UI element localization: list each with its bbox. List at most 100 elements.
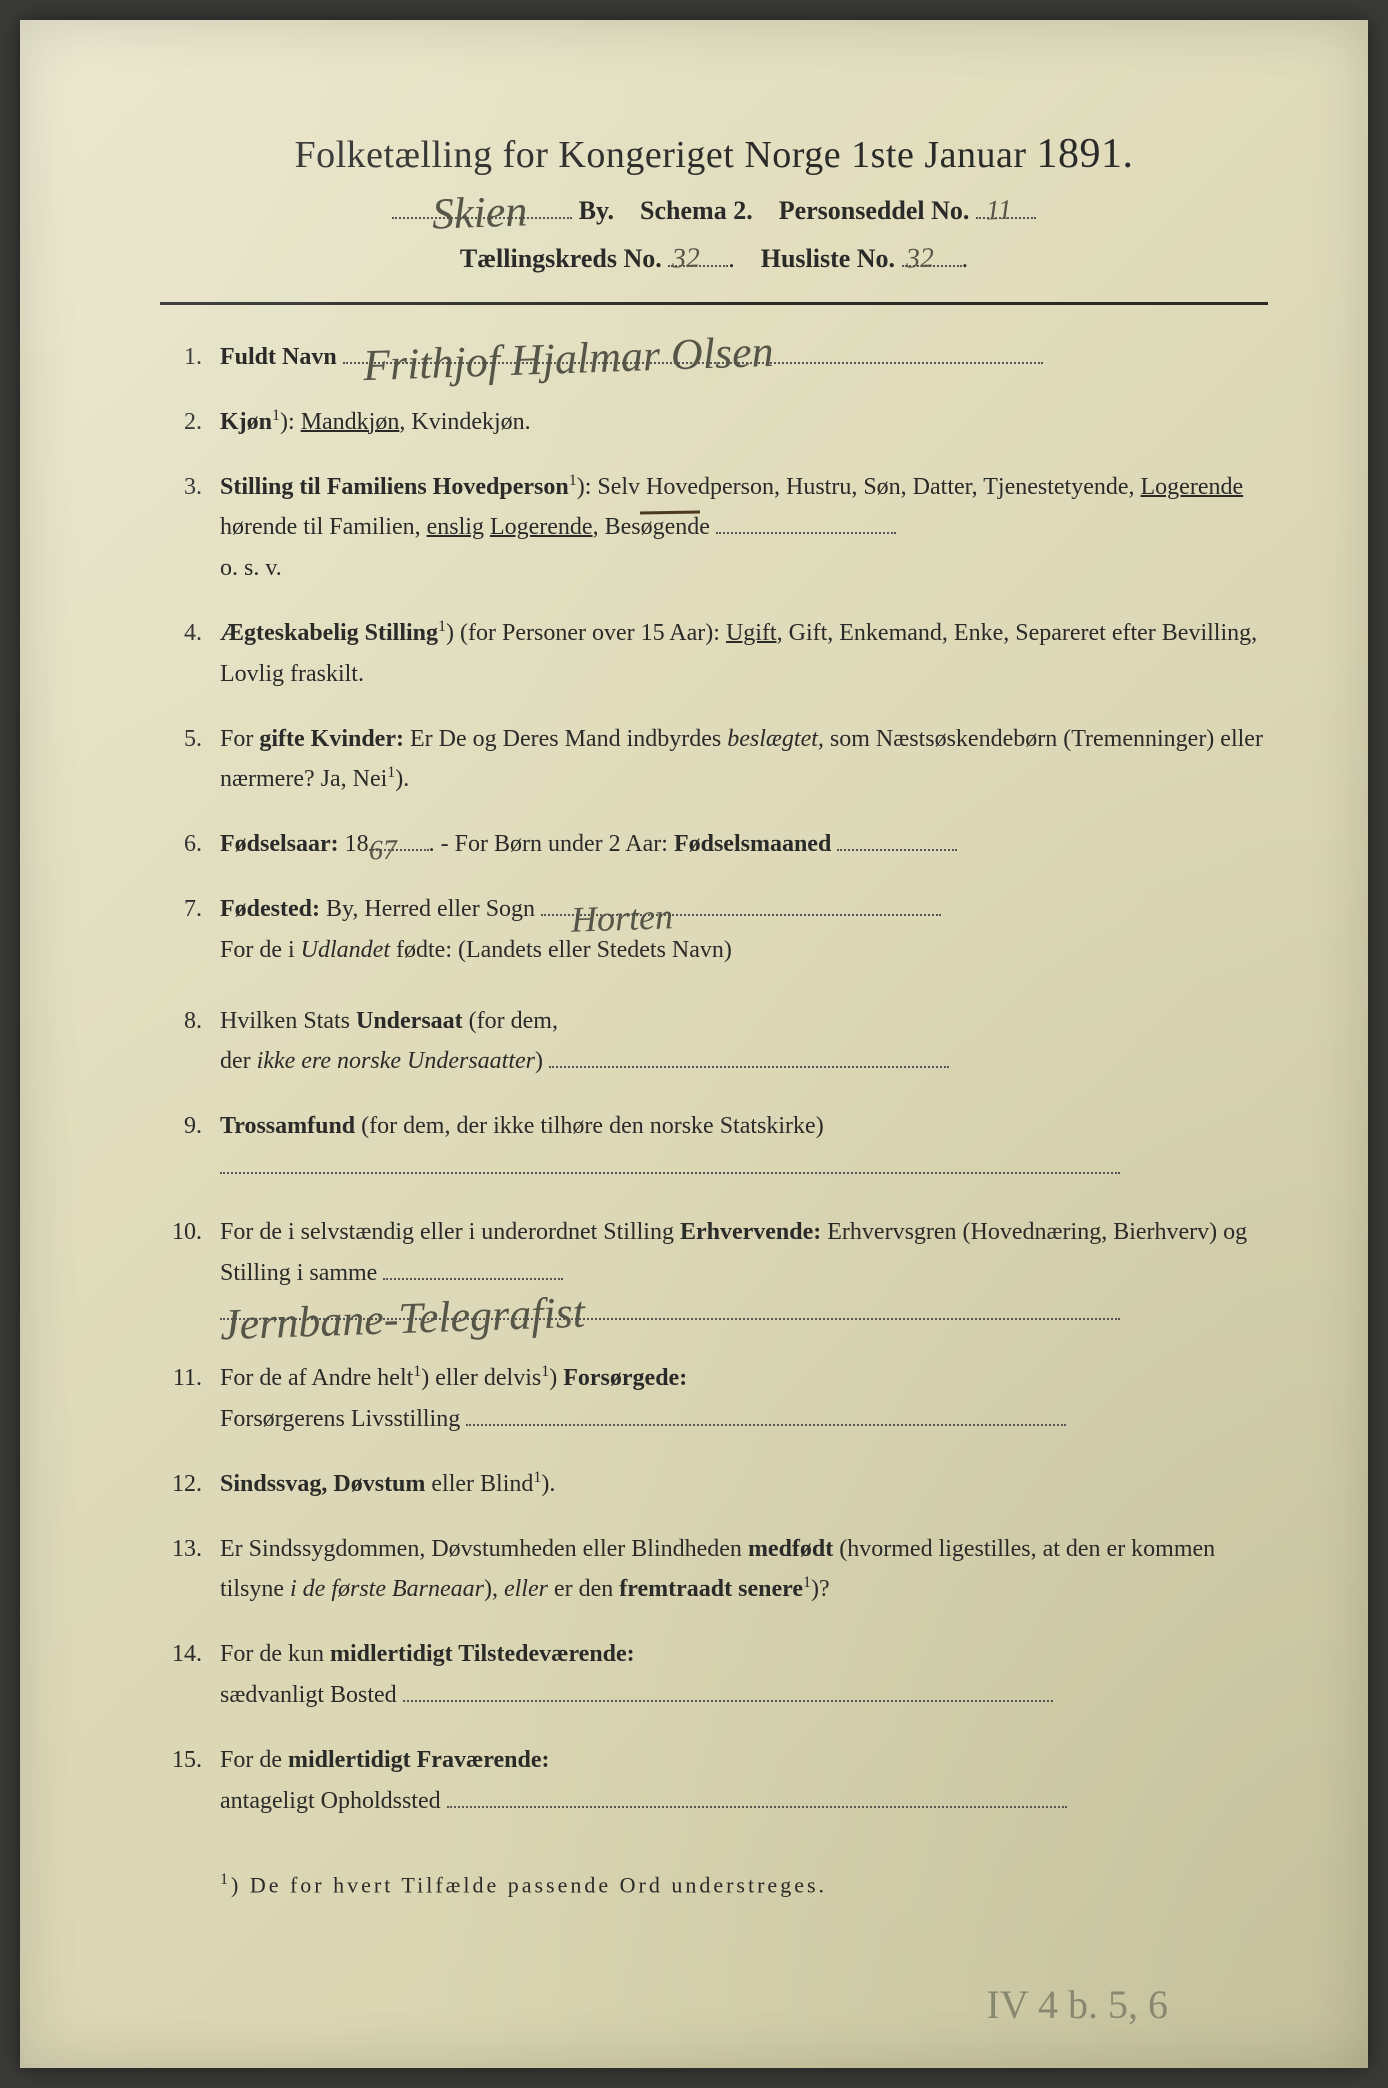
item-12: 12. Sindssvag, Døvstum eller Blind1). (160, 1464, 1268, 1505)
navn-field: Frithjof Hjalmar Olsen (343, 362, 1043, 364)
text: ): Mandkjøn, Kvindekjøn. (280, 409, 531, 435)
census-form-page: Folketælling for Kongeriget Norge 1ste J… (20, 20, 1368, 2068)
fodested-field: Horten (541, 914, 941, 916)
label-fodsel: Fødselsaar: (220, 831, 339, 857)
line2a: For de i (220, 937, 301, 963)
item-num: 9. (160, 1106, 220, 1188)
text: Er De og Deres Mand indbyrdes (404, 726, 727, 752)
item-9: 9. Trossamfund (for dem, der ikke tilhør… (160, 1106, 1268, 1188)
label-kjon: Kjøn (220, 409, 272, 435)
ital2: eller (504, 1576, 548, 1602)
text1: For de i selvstændig eller i underordnet… (220, 1219, 680, 1245)
item-num: 15. (160, 1740, 220, 1822)
label-forsorg: Forsørgede: (563, 1365, 687, 1391)
label-gifte: gifte Kvinder: (259, 726, 404, 752)
label-tros: Trossamfund (220, 1113, 355, 1139)
line2-ital: ikke ere norske Undersaatter (257, 1048, 535, 1074)
label-fmaaned: Fødselsmaaned (674, 831, 831, 857)
personseddel-hw: 11 (985, 195, 1012, 228)
label-stilling: Stilling til Familiens Hovedperson (220, 474, 569, 500)
taellingskreds-field: 32 (668, 265, 728, 267)
besog-field (716, 532, 896, 534)
erhverv-field2: Jernbane-Telegrafist (220, 1318, 1120, 1320)
end: ). (395, 766, 409, 792)
pre18: 18 (345, 831, 369, 857)
end: )? (811, 1576, 830, 1602)
label-fremtr: fremtraadt senere (619, 1576, 803, 1602)
item-num: 4. (160, 613, 220, 695)
city-row: Skien By. Schema 2. Personseddel No. 11 (160, 196, 1268, 226)
form-items: 1. Fuldt Navn Frithjof Hjalmar Olsen 2. … (160, 337, 1268, 1821)
osv: o. s. v. (220, 555, 282, 581)
bosted-field (403, 1700, 1053, 1702)
schema-label: Schema 2. (640, 196, 753, 225)
label-sinds: Sindssvag, Døvstum (220, 1471, 425, 1497)
by-label: By. (579, 196, 614, 225)
sup: 1 (569, 472, 577, 489)
navn-hw: Frithjof Hjalmar Olsen (362, 315, 775, 404)
tros-field (220, 1172, 1120, 1174)
item-num: 2. (160, 402, 220, 443)
city-field: Skien (392, 217, 572, 219)
item-15: 15. For de midlertidigt Fraværende: anta… (160, 1740, 1268, 1822)
line2b: fødte: (Landets eller Stedets Navn) (390, 937, 732, 963)
taellingskreds-hw: 32 (672, 243, 701, 276)
sup: 1 (272, 407, 280, 424)
text1: For de af Andre helt (220, 1365, 413, 1391)
strike-mark (640, 510, 700, 514)
item-13: 13. Er Sindssygdommen, Døvstumheden elle… (160, 1529, 1268, 1611)
taellingskreds-label: Tællingskreds No. (460, 244, 662, 273)
mid: . - For Børn under 2 Aar: (429, 831, 674, 857)
item-num: 3. (160, 467, 220, 589)
sup: 1 (803, 1574, 811, 1591)
title-year: 1891. (1037, 131, 1134, 177)
label-navn: Fuldt Navn (220, 344, 337, 370)
husliste-hw: 32 (905, 243, 934, 276)
year-field: 67 (369, 849, 429, 851)
label-aegte: Ægteskabelig Stilling (220, 620, 438, 646)
form-header: Folketælling for Kongeriget Norge 1ste J… (160, 130, 1268, 274)
city-handwriting: Skien (431, 185, 528, 239)
item-5: 5. For gifte Kvinder: Er De og Deres Man… (160, 719, 1268, 801)
maaned-field (837, 849, 957, 851)
text1: For de (220, 1747, 288, 1773)
year-hw: 67 (368, 827, 398, 876)
undersaat-field (549, 1066, 949, 1068)
form-title: Folketælling for Kongeriget Norge 1ste J… (160, 130, 1268, 178)
line2: Forsørgerens Livsstilling (220, 1406, 460, 1432)
line2-ital: Udlandet (301, 937, 390, 963)
text1: Er Sindssygdommen, Døvstumheden eller Bl… (220, 1536, 748, 1562)
item-num: 12. (160, 1464, 220, 1505)
item-3: 3. Stilling til Familiens Hovedperson1):… (160, 467, 1268, 589)
husliste-field: 32 (902, 265, 962, 267)
label-tilstede: midlertidigt Tilstedeværende: (330, 1641, 635, 1667)
header-divider (160, 302, 1268, 305)
erhverv-hw: Jernbane-Telegrafist (219, 1276, 586, 1363)
end: ). (541, 1471, 555, 1497)
label-fodested: Fødested: (220, 896, 320, 922)
item-4: 4. Ægteskabelig Stilling1) (for Personer… (160, 613, 1268, 695)
ital: beslægtet, (727, 726, 824, 752)
text: eller Blind (425, 1471, 533, 1497)
ital: i de første Barneaar (290, 1576, 484, 1602)
line2b: ) (535, 1048, 543, 1074)
fodested-hw: Horten (570, 886, 674, 951)
kreds-row: Tællingskreds No. 32 . Husliste No. 32 . (160, 244, 1268, 274)
item-10: 10. For de i selvstændig eller i underor… (160, 1212, 1268, 1334)
item-num: 5. (160, 719, 220, 801)
label-erhverv: Erhvervende: (680, 1219, 821, 1245)
item-num: 14. (160, 1634, 220, 1716)
husliste-label: Husliste No. (761, 244, 895, 273)
text: (for dem, der ikke tilhøre den norske St… (355, 1113, 824, 1139)
item-8: 8. Hvilken Stats Undersaat (for dem, der… (160, 1001, 1268, 1083)
item-1: 1. Fuldt Navn Frithjof Hjalmar Olsen (160, 337, 1268, 378)
item-11: 11. For de af Andre helt1) eller delvis1… (160, 1358, 1268, 1440)
sup: 1 (438, 618, 446, 635)
footnote-text: ) De for hvert Tilfælde passende Ord und… (231, 1873, 827, 1898)
line2a: der (220, 1048, 257, 1074)
item-num: 7. (160, 889, 220, 971)
line1: Hvilken Stats (220, 1008, 356, 1034)
pre: For (220, 726, 259, 752)
item-14: 14. For de kun midlertidigt Tilstedevære… (160, 1634, 1268, 1716)
label-fravar: midlertidigt Fraværende: (288, 1747, 550, 1773)
